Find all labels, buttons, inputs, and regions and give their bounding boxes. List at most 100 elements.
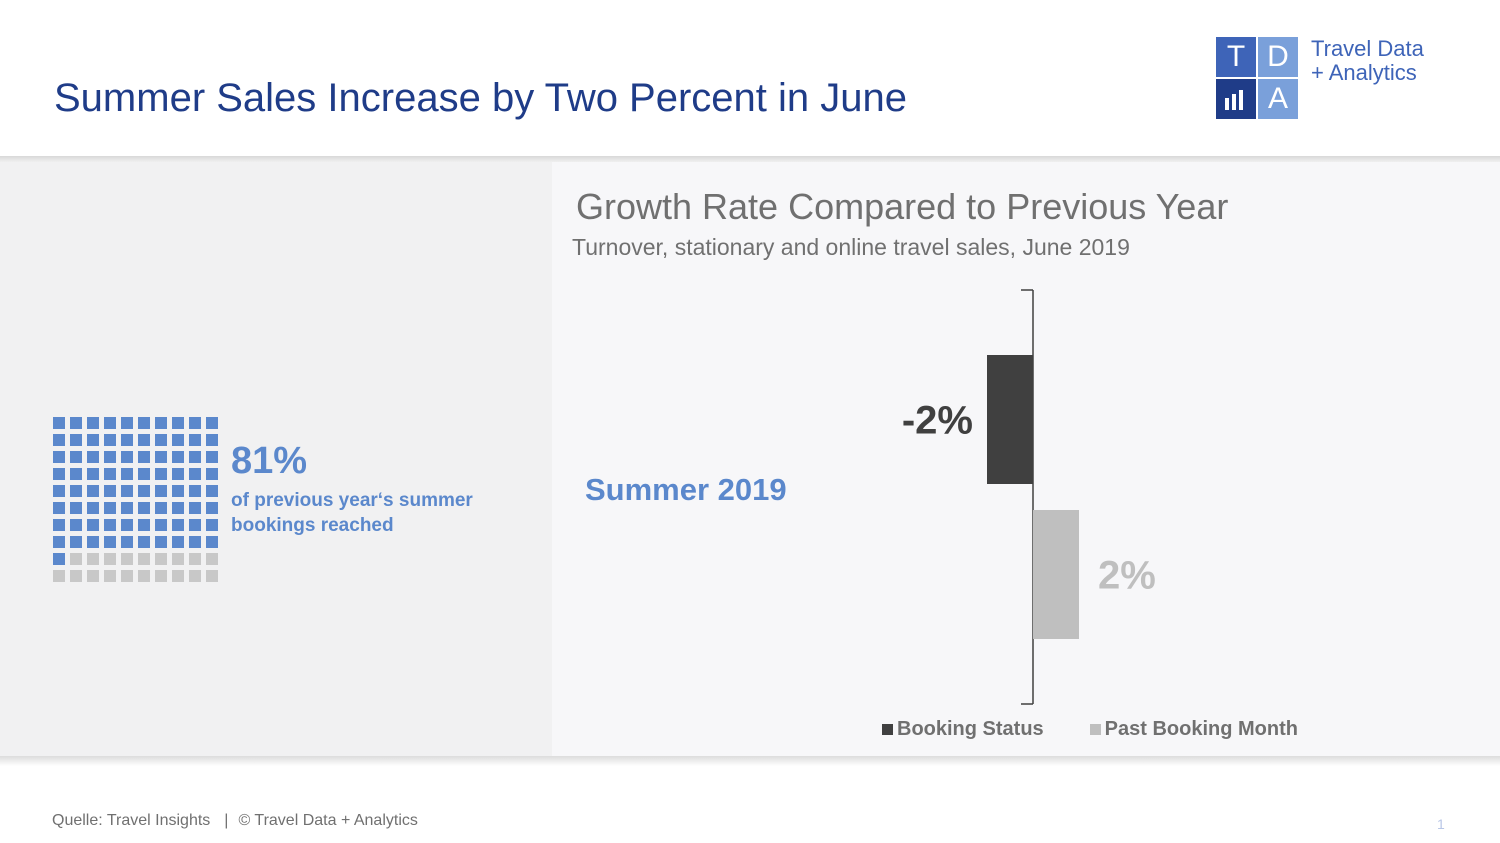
waffle-cell-filled xyxy=(138,519,150,531)
logo-line-1: Travel Data xyxy=(1311,36,1424,61)
waffle-cell-filled xyxy=(121,434,133,446)
kpi-caption: of previous year‘s summer bookings reach… xyxy=(231,490,473,536)
waffle-cell-filled xyxy=(104,468,116,480)
bar-chart-icon xyxy=(1216,79,1256,119)
waffle-cell-filled xyxy=(189,451,201,463)
waffle-cell-filled xyxy=(172,434,184,446)
waffle-cell-filled xyxy=(206,485,218,497)
waffle-cell-filled xyxy=(206,519,218,531)
waffle-cell-filled xyxy=(87,536,99,548)
waffle-cell-filled xyxy=(70,417,82,429)
waffle-cell-empty xyxy=(189,553,201,565)
waffle-cell-filled xyxy=(172,468,184,480)
waffle-cell-filled xyxy=(189,434,201,446)
waffle-cell-filled xyxy=(206,451,218,463)
waffle-cell-filled xyxy=(53,468,65,480)
waffle-cell-filled xyxy=(172,519,184,531)
waffle-cell-empty xyxy=(70,570,82,582)
waffle-cell-filled xyxy=(138,434,150,446)
waffle-cell-filled xyxy=(189,417,201,429)
waffle-cell-filled xyxy=(189,536,201,548)
waffle-cell-filled xyxy=(206,502,218,514)
waffle-cell-empty xyxy=(87,570,99,582)
waffle-cell-filled xyxy=(104,485,116,497)
legend-item-past-booking-month: Past Booking Month xyxy=(1089,718,1298,741)
waffle-cell-empty xyxy=(172,553,184,565)
waffle-cell-filled xyxy=(70,434,82,446)
waffle-cell-filled xyxy=(53,519,65,531)
waffle-cell-filled xyxy=(206,417,218,429)
page-number: 1 xyxy=(1437,816,1445,832)
category-label: Summer 2019 xyxy=(585,472,787,507)
waffle-cell-filled xyxy=(155,468,167,480)
waffle-cell-filled xyxy=(53,502,65,514)
waffle-cell-filled xyxy=(138,485,150,497)
waffle-cell-empty xyxy=(206,553,218,565)
data-label: -2% xyxy=(902,399,973,443)
footer-separator: | xyxy=(224,812,229,829)
bar-past-booking-month xyxy=(1033,510,1079,639)
logo-cell-d: D xyxy=(1258,37,1298,77)
logo-cell-t: T xyxy=(1216,37,1256,77)
chart-title: Growth Rate Compared to Previous Year xyxy=(576,186,1229,227)
waffle-cell-filled xyxy=(87,485,99,497)
waffle-cell-filled xyxy=(87,468,99,480)
waffle-cell-filled xyxy=(104,451,116,463)
waffle-cell-filled xyxy=(189,468,201,480)
waffle-cell-filled xyxy=(121,485,133,497)
waffle-cell-filled xyxy=(189,485,201,497)
logo-grid: T D A xyxy=(1216,37,1300,121)
waffle-cell-filled xyxy=(87,502,99,514)
waffle-cell-empty xyxy=(87,553,99,565)
logo-line-2: + Analytics xyxy=(1311,60,1417,85)
legend-swatch xyxy=(1089,724,1101,735)
footer-copyright: © Travel Data + Analytics xyxy=(238,812,418,829)
waffle-cell-filled xyxy=(53,451,65,463)
waffle-cell-filled xyxy=(70,519,82,531)
waffle-cell-filled xyxy=(53,485,65,497)
waffle-cell-filled xyxy=(104,519,116,531)
waffle-cell-filled xyxy=(155,434,167,446)
waffle-cell-filled xyxy=(87,519,99,531)
logo-wordmark: Travel Data + Analytics xyxy=(1311,37,1424,85)
page-title: Summer Sales Increase by Two Percent in … xyxy=(54,76,908,120)
waffle-cell-filled xyxy=(104,417,116,429)
footer: Quelle: Travel Insights | © Travel Data + … xyxy=(52,812,418,830)
waffle-cell-filled xyxy=(155,502,167,514)
chart-legend: Booking Status Past Booking Month xyxy=(882,718,1298,741)
logo-cell-a: A xyxy=(1258,79,1298,119)
waffle-cell-empty xyxy=(206,570,218,582)
waffle-cell-empty xyxy=(155,570,167,582)
waffle-cell-filled xyxy=(70,536,82,548)
waffle-cell-filled xyxy=(206,434,218,446)
waffle-cell-filled xyxy=(121,519,133,531)
chart-subtitle: Turnover, stationary and online travel s… xyxy=(572,234,1130,260)
waffle-cell-empty xyxy=(121,553,133,565)
waffle-cell-empty xyxy=(104,553,116,565)
waffle-cell-filled xyxy=(53,536,65,548)
data-label: 2% xyxy=(1098,554,1156,598)
waffle-cell-empty xyxy=(189,570,201,582)
waffle-cell-filled xyxy=(121,417,133,429)
waffle-cell-filled xyxy=(206,536,218,548)
legend-label: Booking Status xyxy=(897,718,1044,740)
waffle-cell-empty xyxy=(138,570,150,582)
waffle-cell-filled xyxy=(138,468,150,480)
waffle-cell-filled xyxy=(155,485,167,497)
waffle-cell-empty xyxy=(121,570,133,582)
waffle-cell-empty xyxy=(155,553,167,565)
waffle-cell-filled xyxy=(206,468,218,480)
waffle-cell-filled xyxy=(172,417,184,429)
waffle-cell-filled xyxy=(70,485,82,497)
waffle-cell-filled xyxy=(121,536,133,548)
waffle-cell-empty xyxy=(104,570,116,582)
waffle-cell-filled xyxy=(87,451,99,463)
waffle-cell-filled xyxy=(155,519,167,531)
kpi-value: 81% xyxy=(231,440,308,482)
waffle-cell-empty xyxy=(70,553,82,565)
waffle-cell-filled xyxy=(155,451,167,463)
waffle-cell-empty xyxy=(53,570,65,582)
waffle-cell-filled xyxy=(104,536,116,548)
waffle-cell-filled xyxy=(53,434,65,446)
